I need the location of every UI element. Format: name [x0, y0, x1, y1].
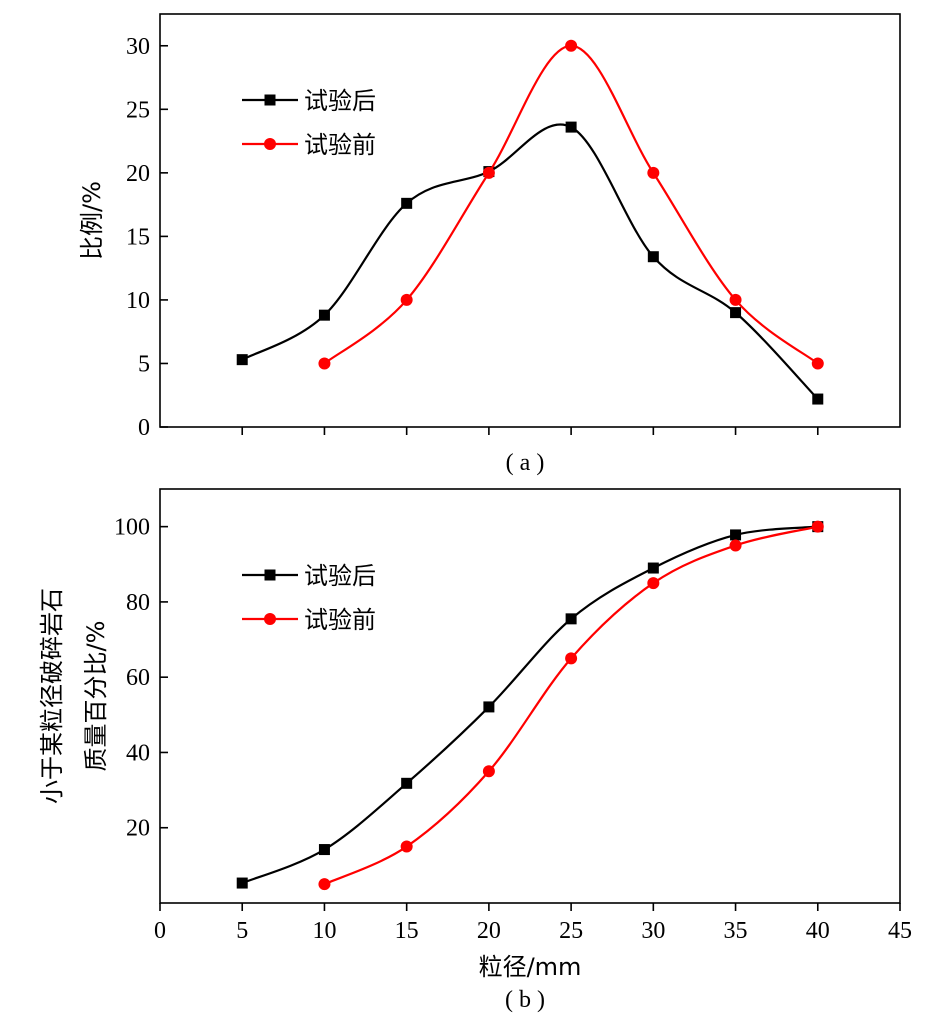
- legend-label: 试验前: [304, 606, 376, 634]
- y-tick-label: 10: [126, 288, 150, 314]
- data-point: [236, 354, 248, 366]
- x-tick-label: 30: [641, 918, 665, 944]
- chart-panel-b: 20 40 60 80 100 0 5 10 15 20 25 30 35 40 45 小于某粒径破碎岩石 质量…: [38, 488, 912, 1013]
- y-tick-label: 80: [126, 590, 150, 616]
- data-point: [318, 844, 330, 856]
- data-point: [318, 309, 330, 321]
- legend-marker: [264, 569, 276, 581]
- data-point: [729, 293, 742, 306]
- x-tick-label: 35: [724, 918, 748, 944]
- data-point: [565, 613, 577, 625]
- data-point: [811, 520, 824, 533]
- legend-marker: [264, 94, 276, 106]
- data-point: [565, 121, 577, 133]
- series-line: [241, 525, 818, 885]
- y-axis-label-line: 质量百分比/%: [82, 621, 110, 772]
- data-point: [482, 166, 495, 179]
- y-tick-label: 15: [126, 224, 150, 250]
- y-tick-label: 25: [126, 97, 150, 123]
- data-point: [730, 307, 742, 319]
- y-tick-label: 20: [126, 816, 150, 842]
- legend-marker: [264, 613, 276, 625]
- data-point: [482, 765, 495, 778]
- plot-frame: [159, 13, 901, 428]
- legend-label: 试验后: [304, 562, 376, 590]
- x-tick-label: 0: [154, 918, 166, 944]
- x-tick-label: 45: [888, 918, 912, 944]
- data-point: [400, 293, 413, 306]
- y-axis-label: 比例/%: [78, 181, 106, 260]
- data-point: [811, 357, 824, 370]
- legend-marker: [264, 138, 276, 150]
- data-point: [647, 166, 660, 179]
- legend-label: 试验后: [304, 87, 376, 115]
- x-tick-label: 5: [236, 918, 248, 944]
- data-point: [236, 877, 248, 889]
- panel-label: ( b ): [505, 987, 545, 1013]
- legend-label: 试验前: [304, 131, 376, 159]
- data-point: [565, 652, 578, 665]
- x-tick-label: 20: [477, 918, 501, 944]
- x-tick-label: 10: [312, 918, 336, 944]
- y-tick-label: 100: [114, 515, 150, 541]
- y-tick-label: 40: [126, 740, 150, 766]
- data-point: [318, 357, 331, 370]
- y-tick-label: 0: [138, 415, 150, 441]
- x-tick-label: 25: [559, 918, 583, 944]
- series-line: [323, 44, 819, 365]
- y-axis-label-line: 小于某粒径破碎岩石: [38, 588, 66, 804]
- x-tick-label: 40: [806, 918, 830, 944]
- x-axis-label: 粒径/mm: [479, 953, 582, 981]
- y-tick-label: 20: [126, 161, 150, 187]
- y-tick-label: 5: [138, 351, 150, 377]
- data-point: [483, 701, 495, 713]
- y-tick-label: 60: [126, 665, 150, 691]
- data-point: [401, 197, 413, 209]
- panel-label: ( a ): [506, 450, 545, 476]
- data-point: [730, 529, 742, 541]
- data-point: [647, 577, 660, 590]
- data-point: [647, 562, 659, 574]
- plot-frame: [159, 488, 901, 904]
- data-point: [401, 777, 413, 789]
- data-point: [400, 840, 413, 853]
- x-tick-label: 15: [395, 918, 419, 944]
- data-point: [565, 39, 578, 52]
- data-point: [729, 539, 742, 552]
- data-point: [647, 251, 659, 263]
- series-line: [323, 525, 819, 886]
- data-point: [318, 878, 331, 891]
- y-tick-label: 30: [126, 34, 150, 60]
- series-line: [241, 123, 819, 400]
- data-point: [812, 393, 824, 405]
